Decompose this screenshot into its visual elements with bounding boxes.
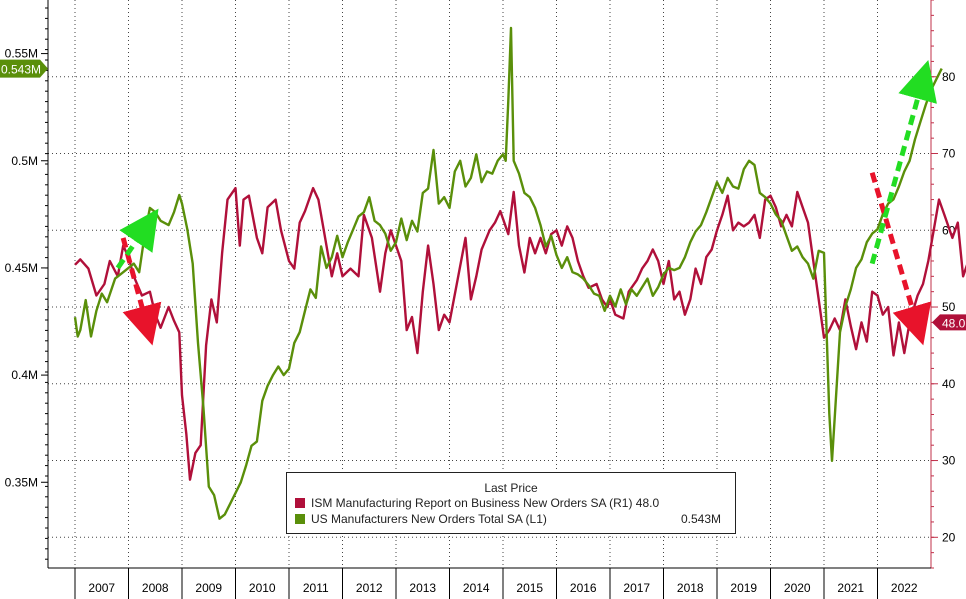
annotation-arrow-green-2021 — [869, 60, 937, 265]
x-tick-label: 2011 — [303, 581, 329, 595]
x-tick-label: 2018 — [677, 581, 704, 595]
x-tick-label: 2008 — [142, 581, 169, 595]
annotation-arrow-red-2021 — [869, 171, 932, 346]
right-tick-label: 20 — [942, 530, 956, 544]
left-axis: 0.35M 0.4M 0.45M 0.5M 0.55M — [5, 0, 49, 568]
x-tick-label: 2020 — [784, 581, 811, 595]
last-labels: 48.0 0.543M — [0, 59, 966, 331]
left-tick-label: 0.35M — [5, 475, 38, 489]
x-tick-label: 2017 — [623, 581, 650, 595]
right-tick-label: 40 — [942, 377, 956, 391]
left-tick-label: 0.4M — [11, 368, 38, 382]
series-line-ism — [74, 186, 966, 481]
legend: Last Price ISM Manufacturing Report on B… — [286, 472, 736, 534]
x-tick-label: 2009 — [195, 581, 222, 595]
legend-label-orders: US Manufacturers New Orders Total SA (L1… — [311, 512, 547, 526]
x-tick-label: 2010 — [249, 581, 276, 595]
series-line-orders — [73, 26, 943, 520]
x-tick-label: 2019 — [730, 581, 757, 595]
x-tick-label: 2021 — [837, 581, 864, 595]
legend-entry-ism: ISM Manufacturing Report on Business New… — [295, 495, 735, 511]
legend-entry-orders: US Manufacturers New Orders Total SA (L1… — [295, 511, 735, 527]
left-tick-label: 0.45M — [5, 261, 38, 275]
x-tick-label: 2013 — [409, 581, 436, 595]
x-tick-label: 2007 — [88, 581, 115, 595]
last-value-tag-ism — [932, 314, 966, 331]
legend-label-ism: ISM Manufacturing Report on Business New… — [311, 496, 660, 510]
legend-title: Last Price — [484, 481, 538, 495]
right-tick-label: 50 — [942, 300, 956, 314]
last-value-tag-orders — [0, 59, 48, 78]
x-tick-label: 2012 — [356, 581, 383, 595]
left-tick-label: 0.5M — [11, 154, 38, 168]
x-tick-label: 2014 — [463, 581, 490, 595]
legend-swatch-orders — [295, 514, 305, 524]
legend-value-orders: 0.543M — [680, 512, 721, 526]
right-tick-label: 80 — [942, 70, 956, 84]
x-tick-label: 2015 — [516, 581, 543, 595]
x-tick-label: 2022 — [891, 581, 918, 595]
arrow-layer — [115, 60, 937, 346]
series-layer — [73, 26, 966, 520]
last-value-ism: 48.0 — [942, 316, 966, 330]
x-tick-label: 2016 — [570, 581, 597, 595]
annotation-arrow-green-2008 — [115, 208, 159, 270]
legend-swatch-ism — [295, 498, 305, 508]
last-value-orders: 0.543M — [1, 63, 41, 77]
left-tick-label: 0.55M — [5, 47, 38, 61]
right-tick-label: 70 — [942, 147, 956, 161]
right-tick-label: 30 — [942, 454, 956, 468]
x-axis: 2007 2008 2009 2010 2011 2012 2013 2014 2015 2016… — [48, 567, 931, 599]
